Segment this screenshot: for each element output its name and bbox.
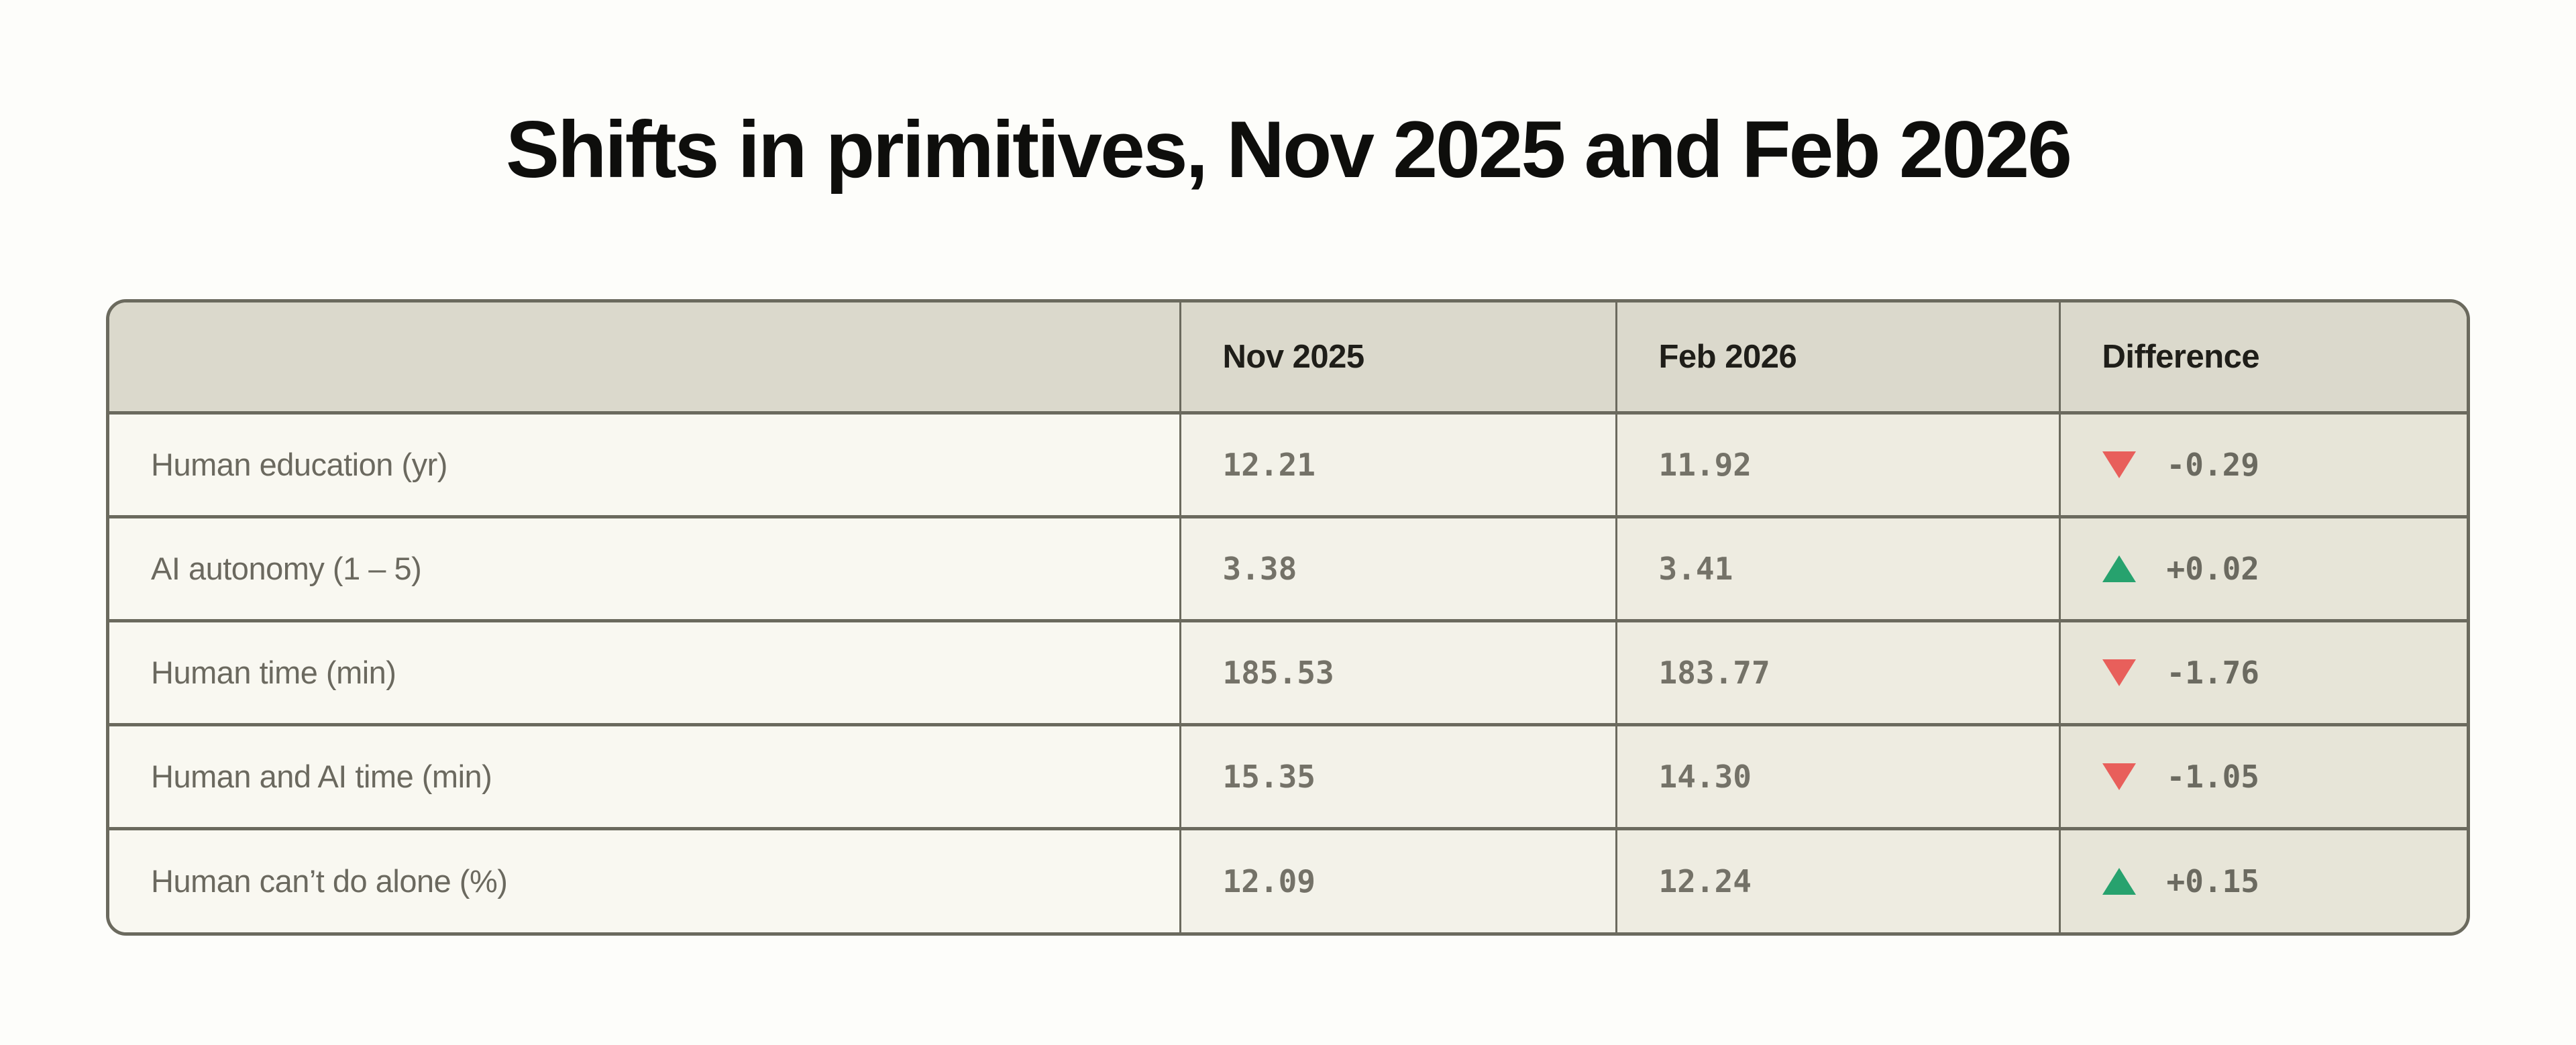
column-header-blank [109,302,1180,412]
diff-cell: +0.15 [2058,826,2467,932]
feb-value: 183.77 [1615,618,2059,724]
row-label: Human time (min) [109,618,1180,724]
diff-wrap: -0.29 [2102,447,2467,483]
page-title: Shifts in primitives, Nov 2025 and Feb 2… [506,105,2072,195]
diff-value: -1.05 [2166,758,2259,795]
table-row: Human time (min) 185.53 183.77 -1.76 [109,618,2467,724]
diff-cell: -0.29 [2058,410,2467,516]
table-row: AI autonomy (1 – 5) 3.38 3.41 +0.02 [109,514,2467,620]
diff-value: -0.29 [2166,446,2259,483]
trend-triangle-icon [2102,867,2136,895]
diff-wrap: -1.76 [2102,655,2467,691]
primitives-table: Nov 2025 Feb 2026 Difference Human educa… [109,302,2467,932]
nov-value: 15.35 [1179,722,1616,828]
feb-value: 12.24 [1615,826,2059,932]
nov-value: 12.21 [1179,410,1616,516]
feb-value: 14.30 [1615,722,2059,828]
diff-cell: +0.02 [2058,514,2467,620]
table-row: Human can’t do alone (%) 12.09 12.24 +0.… [109,826,2467,932]
diff-value: -1.76 [2166,654,2259,691]
nov-value: 185.53 [1179,618,1616,724]
diff-wrap: +0.15 [2102,863,2467,899]
diff-wrap: +0.02 [2102,551,2467,587]
trend-triangle-icon [2102,451,2136,478]
row-label: Human can’t do alone (%) [109,826,1180,932]
column-header-difference: Difference [2058,302,2467,412]
diff-cell: -1.05 [2058,722,2467,828]
column-header-feb-2026: Feb 2026 [1615,302,2059,412]
row-label: Human education (yr) [109,410,1180,516]
primitives-table-card: Nov 2025 Feb 2026 Difference Human educa… [106,299,2470,936]
diff-cell: -1.76 [2058,618,2467,724]
diff-value: +0.02 [2166,550,2259,587]
row-label: AI autonomy (1 – 5) [109,514,1180,620]
row-label: Human and AI time (min) [109,722,1180,828]
feb-value: 3.41 [1615,514,2059,620]
nov-value: 3.38 [1179,514,1616,620]
header-row: Nov 2025 Feb 2026 Difference [109,302,2467,412]
feb-value: 11.92 [1615,410,2059,516]
column-header-nov-2025: Nov 2025 [1179,302,1616,412]
trend-triangle-icon [2102,555,2136,582]
diff-value: +0.15 [2166,863,2259,899]
trend-triangle-icon [2102,659,2136,686]
table-row: Human education (yr) 12.21 11.92 -0.29 [109,410,2467,516]
diff-wrap: -1.05 [2102,759,2467,795]
nov-value: 12.09 [1179,826,1616,932]
trend-triangle-icon [2102,763,2136,790]
table-row: Human and AI time (min) 15.35 14.30 -1.0… [109,722,2467,828]
